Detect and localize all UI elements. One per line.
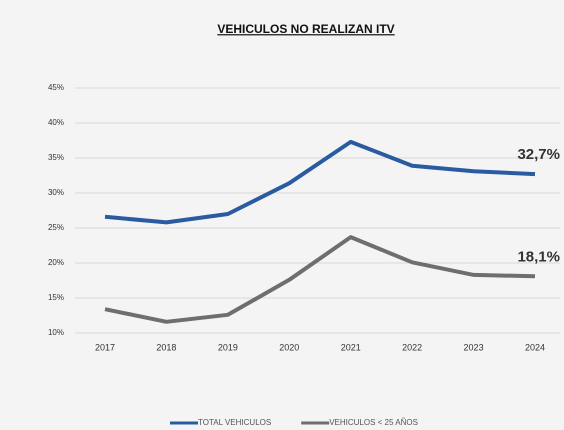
x-tick-label: 2023	[464, 342, 484, 352]
legend-label: VEHICULOS < 25 AÑOS	[329, 418, 418, 427]
series-line	[104, 235, 536, 324]
data-label: 32,7%	[517, 146, 560, 163]
x-tick-label: 2022	[402, 342, 422, 352]
y-tick-label: 40%	[48, 118, 64, 127]
chart-title: VEHICULOS NO REALIZAN ITV	[217, 22, 394, 36]
data-label: 18,1%	[517, 248, 560, 265]
y-tick-label: 20%	[48, 258, 64, 267]
x-tick-label: 2019	[218, 342, 238, 352]
x-tick-label: 2024	[525, 342, 545, 352]
x-tick-label: 2017	[95, 342, 115, 352]
y-tick-label: 15%	[48, 293, 64, 302]
series-line	[104, 139, 536, 225]
y-tick-label: 25%	[48, 223, 64, 232]
y-tick-label: 10%	[48, 328, 64, 337]
x-tick-label: 2020	[279, 342, 299, 352]
x-tick-label: 2021	[341, 342, 361, 352]
x-tick-label: 2018	[156, 342, 176, 352]
legend-label: TOTAL VEHICULOS	[198, 418, 271, 427]
y-tick-label: 45%	[48, 83, 64, 92]
y-tick-label: 30%	[48, 188, 64, 197]
y-tick-label: 35%	[48, 153, 64, 162]
